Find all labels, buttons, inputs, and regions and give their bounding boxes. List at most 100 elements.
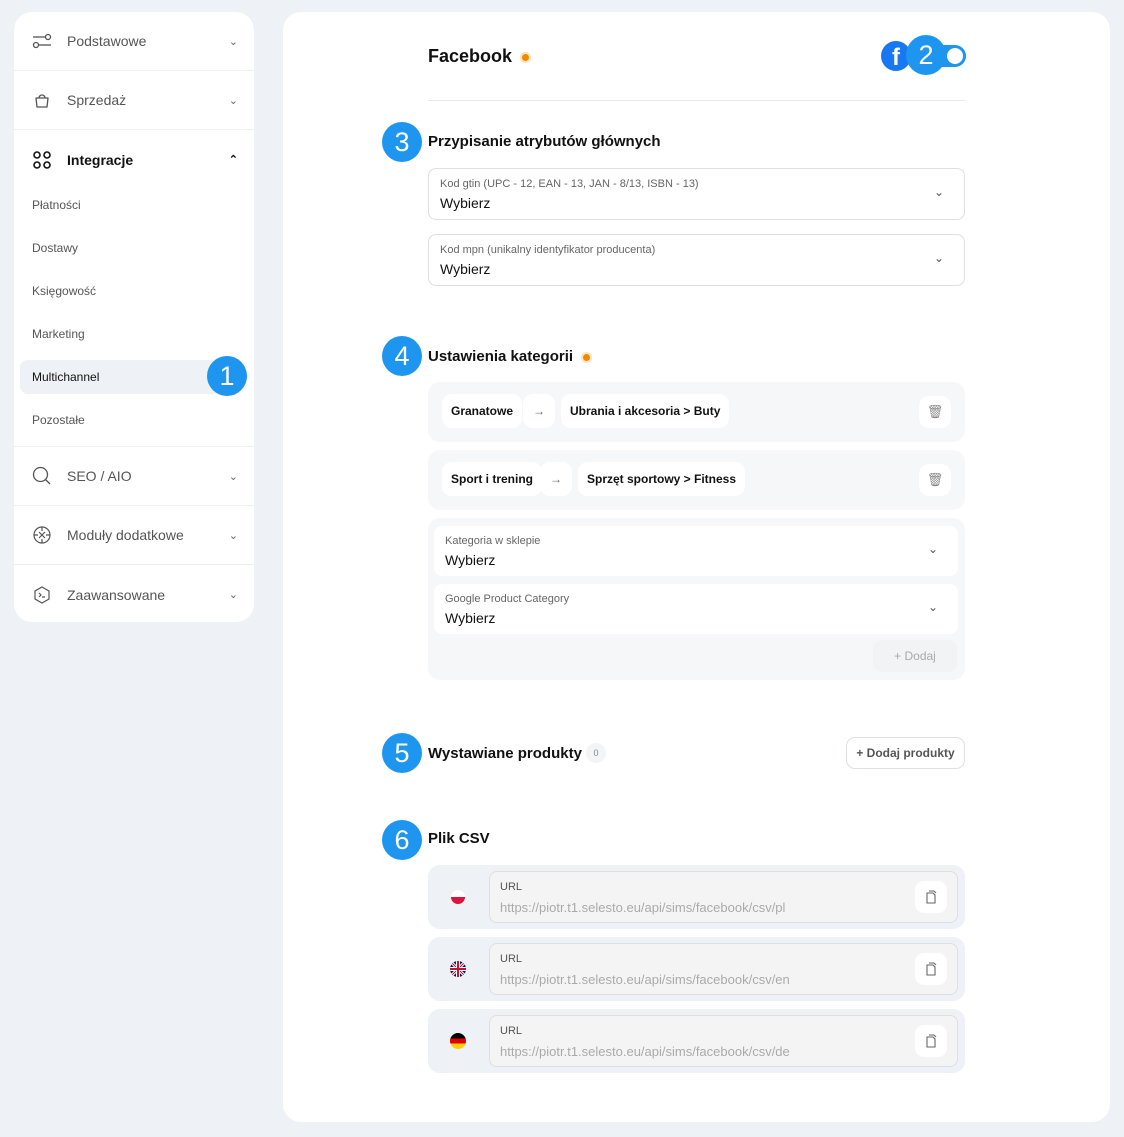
csv-row-de: URL https://piotr.t1.selesto.eu/api/sims/…: [428, 1009, 965, 1073]
section-title-csv: Plik CSV: [428, 830, 490, 847]
google-category-pill: Sprzęt sportowy > Fitness: [578, 462, 746, 496]
chevron-down-icon: ⌄: [228, 589, 238, 601]
field-label: URL: [500, 953, 523, 965]
sidebar-item-platnosci[interactable]: Płatności: [20, 188, 220, 222]
field-value: Wybierz: [445, 610, 496, 626]
category-mapping-row: Sport i trening → Sprzęt sportowy > Fitn…: [428, 450, 965, 510]
field-value: https://piotr.t1.selesto.eu/api/sims/fac…: [500, 972, 790, 987]
title-text: Ustawienia kategorii: [428, 348, 574, 365]
sidebar-item-pozostale[interactable]: Pozostałe: [20, 403, 220, 437]
field-label: Kategoria w sklepie: [445, 535, 541, 547]
chevron-down-icon: ⌄: [927, 600, 938, 614]
sidebar-group-label: Zaawansowane: [67, 586, 166, 603]
gtin-select[interactable]: Kod gtin (UPC - 12, EAN - 13, JAN - 8/13…: [428, 168, 965, 220]
add-mapping-button[interactable]: + Dodaj: [873, 640, 957, 672]
chevron-up-icon: ⌃: [228, 154, 238, 166]
status-dot: [583, 353, 591, 361]
search-icon: [32, 466, 52, 486]
shop-category-pill: Sport i trening: [442, 462, 542, 496]
field-label: URL: [500, 1025, 523, 1037]
sidebar-group-moduly[interactable]: Moduły dodatkowe ⌄: [14, 506, 254, 565]
chevron-down-icon: ⌄: [927, 542, 938, 556]
chevron-down-icon: ⌄: [228, 94, 238, 107]
callout-badge: 4: [382, 336, 422, 376]
copy-icon[interactable]: [915, 1025, 947, 1057]
shopping-bag-icon: [32, 90, 52, 110]
sidebar-group-sprzedaz[interactable]: Sprzedaż ⌄: [14, 71, 254, 130]
field-value: Wybierz: [445, 552, 496, 568]
sidebar-item-label: Pozostałe: [32, 413, 85, 427]
sidebar-group-label: Sprzedaż: [67, 92, 127, 108]
page-title: Facebook: [428, 46, 530, 67]
field-value: https://piotr.t1.selesto.eu/api/sims/fac…: [500, 1044, 790, 1059]
chevron-down-icon: ⌄: [933, 251, 944, 265]
sidebar-item-label: Multichannel: [32, 370, 100, 384]
section-title-attributes: Przypisanie atrybutów głównych: [428, 133, 661, 150]
sidebar-item-label: Dostawy: [32, 241, 79, 255]
chevron-down-icon: ⌄: [228, 35, 238, 48]
callout-badge: 1: [207, 356, 247, 396]
sidebar-group-zaawansowane[interactable]: Zaawansowane ⌄: [14, 565, 254, 624]
trash-icon[interactable]: 🗑: [919, 396, 951, 428]
field-label: Kod gtin (UPC - 12, EAN - 13, JAN - 8/13…: [440, 178, 699, 190]
chevron-down-icon: ⌄: [933, 185, 944, 199]
sidebar-item-marketing[interactable]: Marketing: [20, 317, 220, 351]
section-title-categories: Ustawienia kategorii: [428, 348, 591, 365]
arrow-icon: →: [540, 462, 572, 496]
title-text: Facebook: [428, 46, 513, 66]
new-mapping-form: Kategoria w sklepie Wybierz ⌄ Google Produ…: [428, 518, 965, 680]
chevron-down-icon: ⌄: [228, 470, 238, 483]
trash-icon[interactable]: 🗑: [919, 464, 951, 496]
flag-uk-icon: [450, 961, 466, 977]
sidebar-item-label: Księgowość: [32, 284, 97, 298]
field-label: Kod mpn (unikalny identyfikator producen…: [440, 244, 656, 256]
csv-row-pl: URL https://piotr.t1.selesto.eu/api/sims/…: [428, 865, 965, 929]
status-dot: [522, 53, 530, 61]
mpn-select[interactable]: Kod mpn (unikalny identyfikator producen…: [428, 234, 965, 286]
callout-badge: 3: [382, 122, 422, 162]
divider: [428, 100, 965, 101]
csv-row-en: URL https://piotr.t1.selesto.eu/api/sims/…: [428, 937, 965, 1001]
flag-de-icon: [450, 1033, 466, 1049]
csv-url-field[interactable]: URL https://piotr.t1.selesto.eu/api/sims/…: [489, 1015, 958, 1067]
google-category-select[interactable]: Google Product Category Wybierz ⌄: [434, 584, 958, 634]
products-count-badge: 0: [586, 743, 606, 763]
shop-category-pill: Granatowe: [442, 394, 523, 428]
sidebar: Podstawowe ⌄ Sprzedaż ⌄ Integracje ⌃ Płatno…: [14, 12, 254, 622]
sidebar-item-multichannel[interactable]: Multichannel: [20, 360, 220, 394]
field-value: Wybierz: [440, 261, 491, 277]
add-products-button[interactable]: + Dodaj produkty: [846, 737, 965, 769]
puzzle-icon: [32, 525, 52, 545]
sidebar-item-dostawy[interactable]: Dostawy: [20, 231, 220, 265]
category-mapping-row: Granatowe → Ubrania i akcesoria > Buty 🗑: [428, 382, 965, 442]
csv-url-field[interactable]: URL https://piotr.t1.selesto.eu/api/sims/…: [489, 943, 958, 995]
field-value: https://piotr.t1.selesto.eu/api/sims/fac…: [500, 900, 786, 915]
callout-badge: 5: [382, 733, 422, 773]
sidebar-group-label: Integracje: [67, 151, 134, 168]
flag-pl-icon: [450, 889, 466, 905]
sidebar-group-integracje[interactable]: Integracje ⌃: [14, 130, 254, 189]
sidebar-item-label: Marketing: [32, 327, 85, 341]
sliders-icon: [32, 31, 52, 51]
grid-icon: [32, 150, 52, 170]
field-value: Wybierz: [440, 195, 491, 211]
callout-badge: 6: [382, 820, 422, 860]
callout-badge: 2: [906, 35, 946, 75]
field-label: URL: [500, 881, 523, 893]
sidebar-group-seo[interactable]: SEO / AIO ⌄: [14, 446, 254, 506]
terminal-icon: [32, 585, 52, 605]
toggle-knob: [947, 48, 963, 64]
sidebar-item-ksiegowosc[interactable]: Księgowość: [20, 274, 220, 308]
copy-icon[interactable]: [915, 881, 947, 913]
sidebar-group-label: Moduły dodatkowe: [67, 527, 184, 543]
chevron-down-icon: ⌄: [228, 529, 238, 542]
sidebar-item-label: Płatności: [32, 198, 81, 212]
shop-category-select[interactable]: Kategoria w sklepie Wybierz ⌄: [434, 526, 958, 576]
sidebar-group-label: SEO / AIO: [67, 468, 132, 484]
csv-url-field[interactable]: URL https://piotr.t1.selesto.eu/api/sims/…: [489, 871, 958, 923]
copy-icon[interactable]: [915, 953, 947, 985]
google-category-pill: Ubrania i akcesoria > Buty: [561, 394, 730, 428]
field-label: Google Product Category: [445, 593, 570, 605]
section-title-products: Wystawiane produkty: [428, 745, 582, 762]
sidebar-group-podstawowe[interactable]: Podstawowe ⌄: [14, 12, 254, 71]
